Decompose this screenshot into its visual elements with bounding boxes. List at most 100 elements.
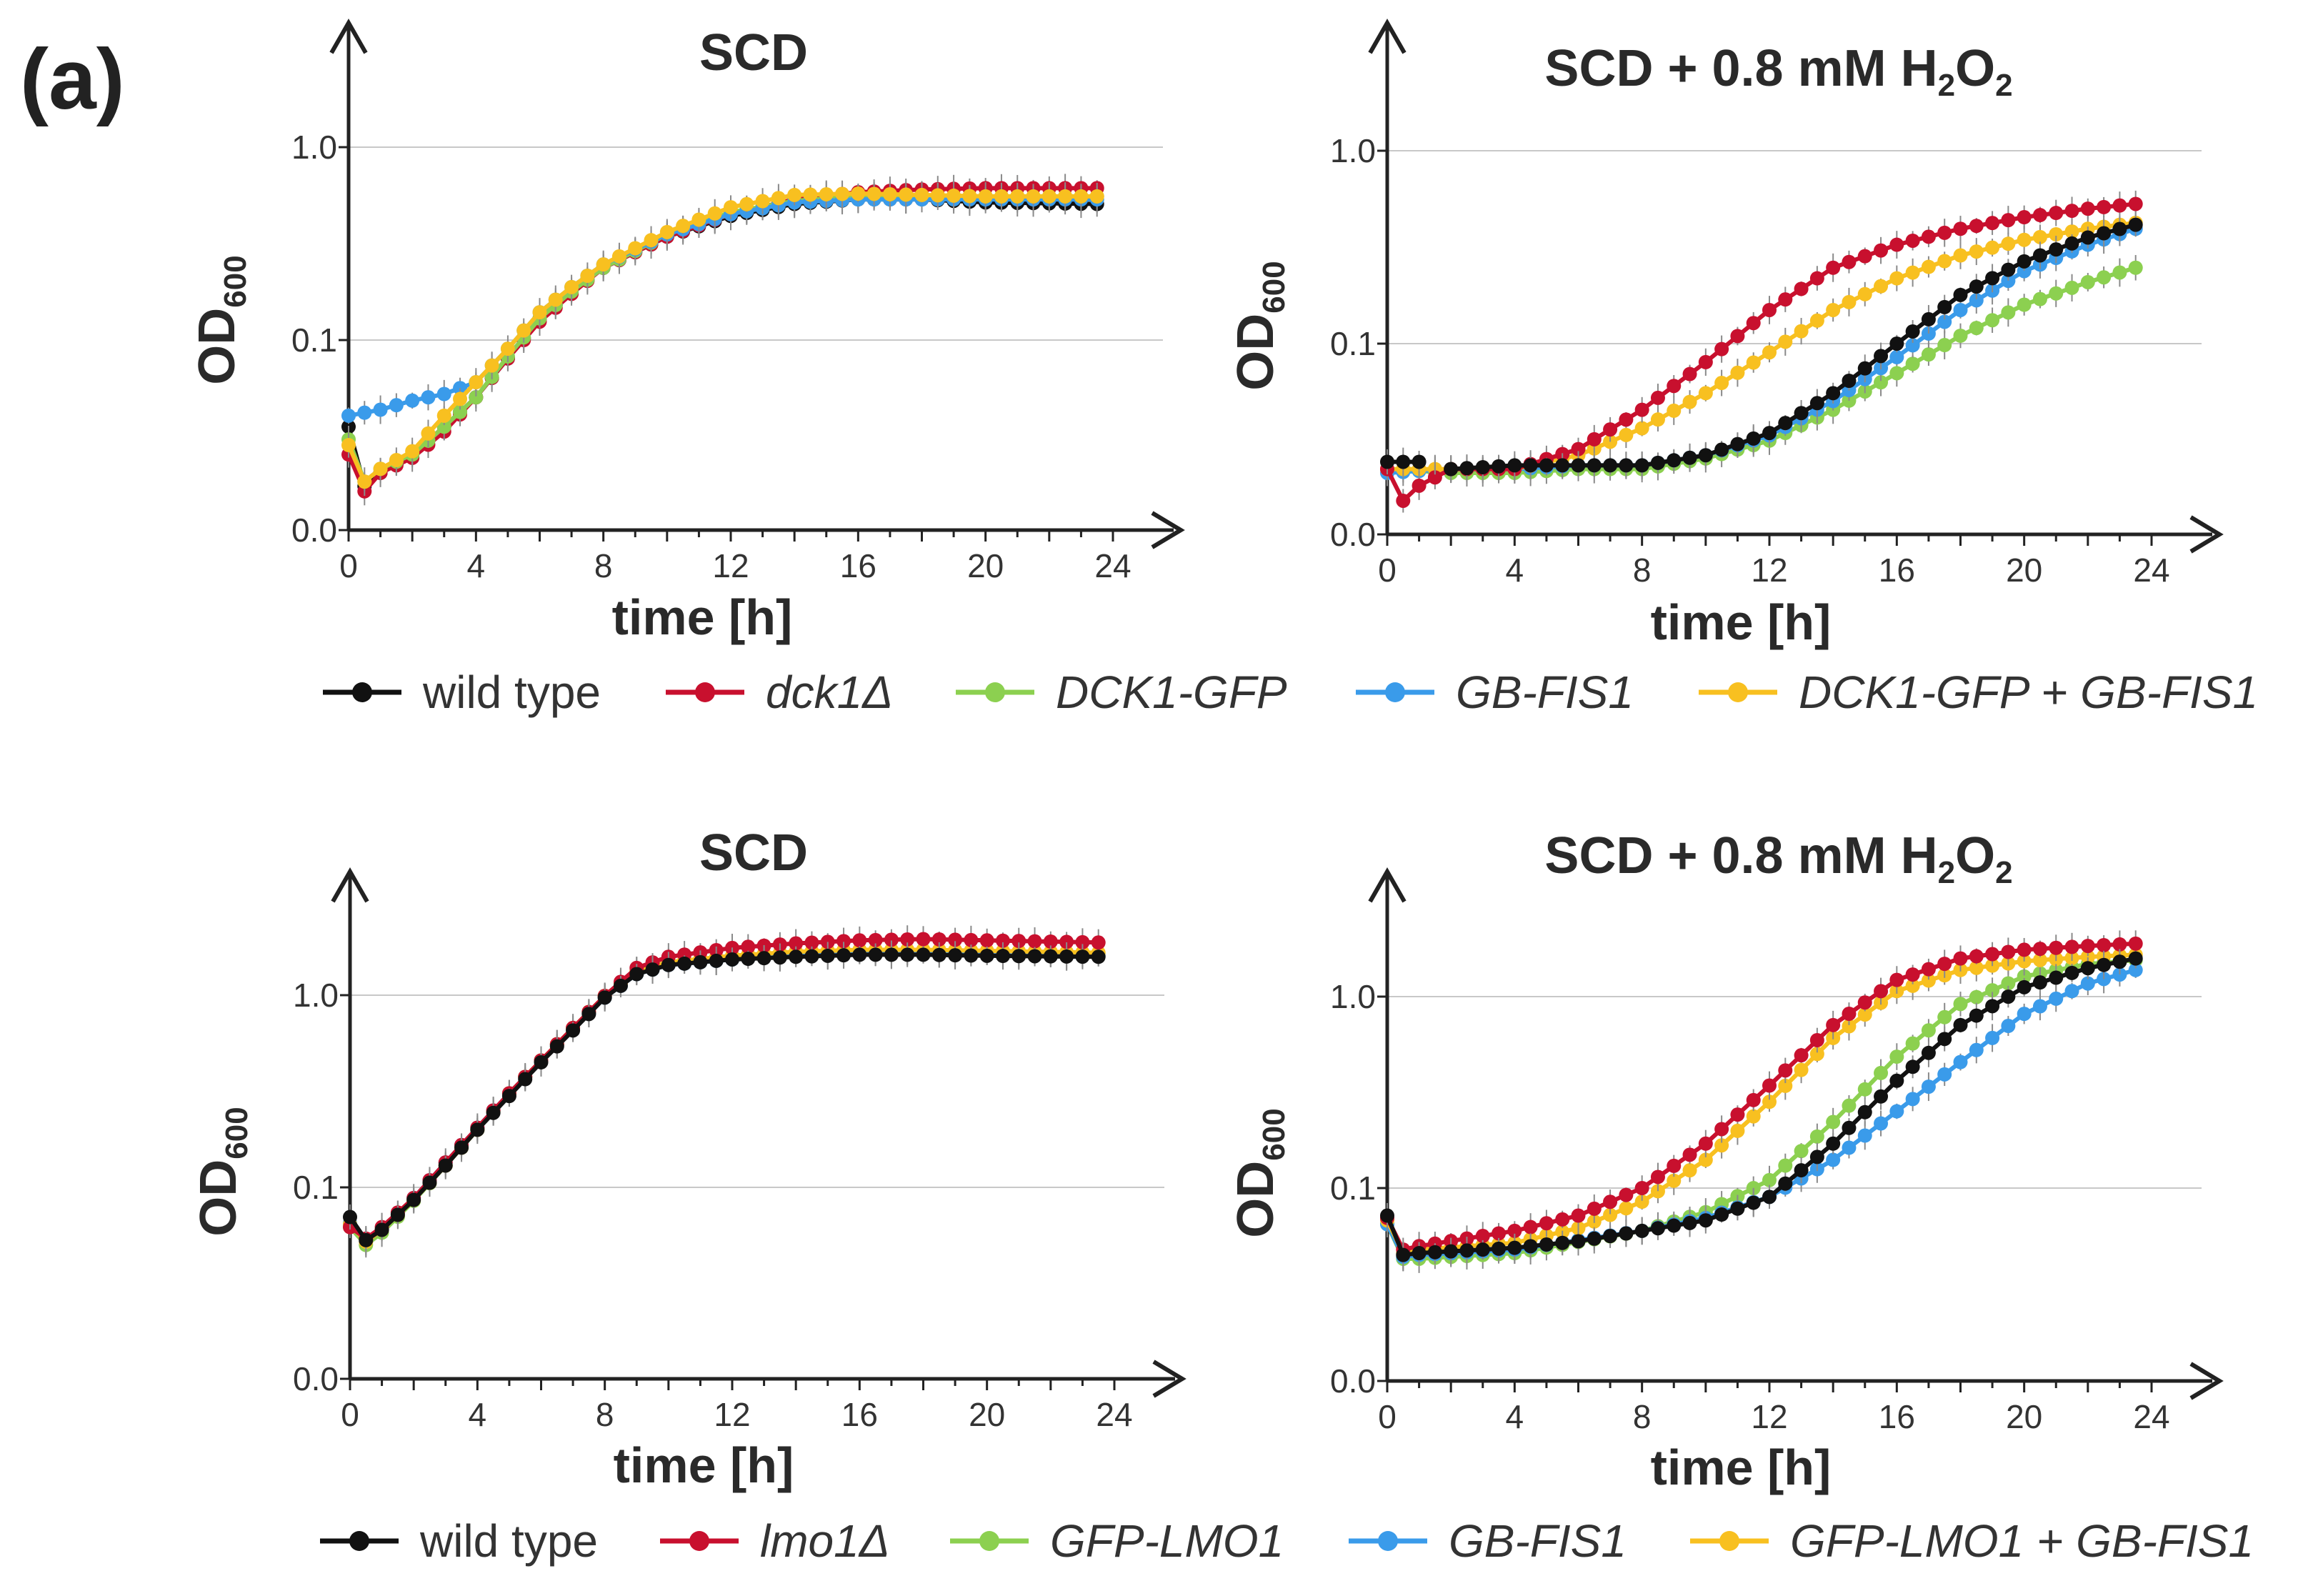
data-point [2017, 210, 2032, 225]
data-point [1603, 422, 1618, 437]
data-point [1475, 1229, 1490, 1244]
data-point [1905, 1036, 1920, 1051]
data-point [1794, 1144, 1809, 1159]
data-point [1953, 221, 1968, 236]
data-point [1857, 1128, 1872, 1143]
data-point [405, 444, 420, 459]
data-point [1539, 1216, 1554, 1231]
data-point [436, 408, 451, 423]
data-point [1746, 355, 1761, 370]
data-point [2001, 262, 2016, 277]
x-tick-label: 12 [1751, 552, 1787, 589]
data-point [2128, 962, 2143, 977]
data-point [1889, 237, 1904, 252]
data-point [1778, 1158, 1793, 1173]
data-point [1571, 1208, 1586, 1223]
data-point [1698, 1136, 1713, 1151]
data-point [1905, 1059, 1920, 1074]
data-point [1809, 396, 1824, 411]
panel-label: (a) [20, 31, 125, 127]
chart-panel-1: 0 4 8 12 16 20 24 0.0 0.1 1.0 SCD time [h] OD600 [189, 18, 1185, 645]
x-tick-label: 12 [714, 1396, 750, 1433]
data-point [1778, 292, 1793, 307]
data-point [741, 939, 756, 954]
data-point [1396, 454, 1411, 469]
data-point [1921, 973, 1936, 988]
data-point [2049, 286, 2064, 301]
x-tick-label: 24 [1094, 547, 1131, 584]
series-line [348, 952, 1099, 1242]
series-line [346, 191, 1097, 484]
data-point [900, 947, 915, 962]
data-point [1730, 329, 1745, 344]
series-line [348, 952, 1099, 1245]
data-point [1937, 338, 1952, 353]
series-dck1-gfp [1380, 254, 2143, 487]
data-point [2128, 951, 2143, 966]
data-point [1412, 478, 1427, 493]
data-point [1427, 470, 1442, 485]
data-point [1682, 1147, 1697, 1162]
y-tick-label: 0.1 [1330, 325, 1376, 362]
data-point [884, 947, 899, 962]
data-point [1857, 361, 1872, 376]
data-point [852, 933, 867, 948]
data-point [1842, 254, 1857, 269]
legend-item: DCK1-GFP [956, 667, 1287, 718]
data-point [2080, 939, 2095, 954]
y-tick-label: 1.0 [1330, 132, 1376, 169]
series-line [346, 194, 1097, 484]
data-point [1809, 1149, 1824, 1164]
data-point [1762, 1094, 1777, 1109]
data-point [707, 206, 722, 221]
data-point [1921, 311, 1936, 326]
data-point [1809, 1032, 1824, 1047]
legend-label: GB-FIS1 [1449, 1515, 1627, 1567]
data-point [1921, 1079, 1936, 1094]
x-axis-label: time [h] [1651, 594, 1832, 650]
data-point [1730, 437, 1745, 452]
data-point [1905, 356, 1920, 371]
data-point [2049, 206, 2064, 221]
data-point [772, 950, 787, 965]
x-axis-arrow [1152, 1360, 1187, 1398]
data-point [1555, 458, 1570, 473]
data-point [421, 390, 436, 405]
data-point [2112, 265, 2127, 280]
data-point [2112, 221, 2127, 236]
y-axis-label-sub: 600 [219, 1107, 254, 1159]
x-tick-label: 4 [1506, 552, 1524, 589]
data-point [1059, 949, 1074, 964]
x-tick-label: 4 [469, 1396, 487, 1433]
series-line [346, 197, 1097, 489]
data-point [756, 951, 771, 966]
data-point [994, 189, 1009, 204]
data-point [1889, 336, 1904, 351]
data-point [1937, 1067, 1952, 1082]
data-point [1826, 1017, 1841, 1032]
data-point [549, 1039, 564, 1054]
data-point [979, 933, 994, 948]
data-point [1714, 341, 1729, 356]
data-point [677, 956, 692, 971]
data-point [948, 948, 963, 963]
y-axis-arrow [329, 18, 368, 54]
legend-marker [695, 682, 715, 702]
data-point [1555, 1212, 1570, 1227]
x-tick-label: 20 [969, 1396, 1005, 1433]
data-point [343, 1210, 357, 1225]
data-point [1778, 1176, 1793, 1191]
data-point [1746, 1109, 1761, 1124]
x-axis-label: time [h] [612, 589, 793, 645]
data-point [1026, 189, 1041, 204]
data-point [1571, 1234, 1586, 1249]
data-point [2001, 274, 2016, 289]
data-point [1842, 1140, 1857, 1155]
series-wild-type [343, 940, 1106, 1255]
data-point [1634, 458, 1649, 473]
data-point [1889, 972, 1904, 987]
data-point [580, 268, 595, 283]
data-point [1985, 1030, 2000, 1045]
data-point [693, 954, 708, 969]
data-point [2017, 254, 2032, 269]
